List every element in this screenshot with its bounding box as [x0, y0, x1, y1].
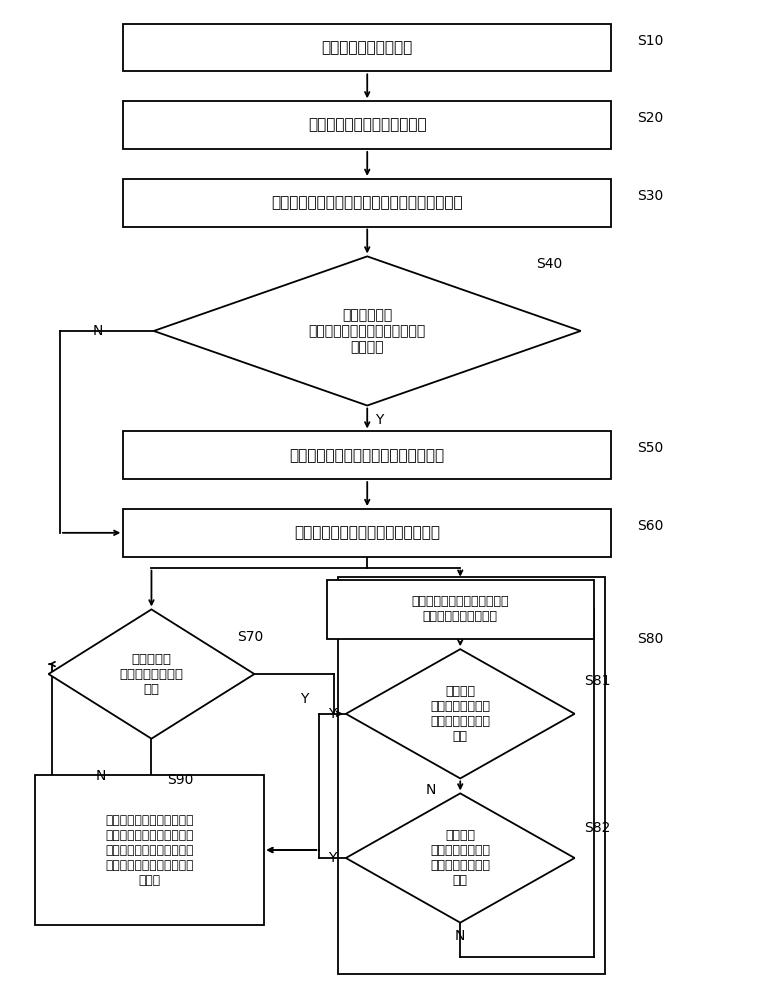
Text: S50: S50 [637, 441, 664, 455]
Text: N: N [455, 929, 465, 943]
Text: N: N [426, 783, 436, 797]
Text: N: N [93, 324, 103, 338]
Text: 判断加载的所述位图文件的尺
寸是否包含于预设尺寸: 判断加载的所述位图文件的尺 寸是否包含于预设尺寸 [412, 595, 509, 623]
Text: 判断加载
的位图文件的高度
值是否大于预设高
度值: 判断加载 的位图文件的高度 值是否大于预设高 度值 [430, 685, 490, 743]
Text: 配置视图绘制控制模块: 配置视图绘制控制模块 [322, 40, 413, 55]
Text: Y: Y [328, 707, 336, 721]
Text: 获取当前安卓系统的应用程序编程接口的版本号: 获取当前安卓系统的应用程序编程接口的版本号 [271, 195, 463, 210]
Polygon shape [346, 793, 574, 923]
Text: 判断加载
的位图文件的宽度
值是否大于预设宽
度值: 判断加载 的位图文件的宽度 值是否大于预设宽 度值 [430, 829, 490, 887]
Text: 设置位图文件的所述预设尺寸: 设置位图文件的所述预设尺寸 [308, 118, 426, 133]
Text: 控制硬件加速临时关闭，且
控制软件渲染开启，直到加
载完所述位图文件后关闭软
件渲染，再控制硬件加速重
新开启: 控制硬件加速临时关闭，且 控制软件渲染开启，直到加 载完所述位图文件后关闭软 件… [105, 814, 194, 887]
Polygon shape [154, 256, 581, 406]
Bar [123, 24, 611, 71]
Polygon shape [346, 649, 574, 778]
Text: N: N [95, 769, 105, 783]
Text: 监听是否存
在加载位图文件的
操作: 监听是否存 在加载位图文件的 操作 [120, 653, 184, 696]
Text: S10: S10 [637, 34, 664, 48]
Bar [35, 775, 263, 925]
Text: Y: Y [375, 413, 383, 427]
Text: S82: S82 [584, 821, 610, 835]
Text: S81: S81 [584, 674, 611, 688]
Text: S90: S90 [167, 773, 193, 787]
Bar [123, 509, 611, 557]
Text: S40: S40 [537, 257, 563, 271]
Bar [327, 580, 594, 639]
Bar [338, 577, 605, 974]
Text: S60: S60 [637, 519, 664, 533]
Text: 判断所述应用
程序编程接口的版本号是否处于
限制区域: 判断所述应用 程序编程接口的版本号是否处于 限制区域 [309, 308, 425, 354]
Text: S30: S30 [637, 189, 664, 203]
Text: S80: S80 [637, 632, 664, 646]
Polygon shape [48, 609, 254, 739]
Text: Y: Y [300, 692, 308, 706]
Text: 在视图绘制中控制硬件加速全局不开启: 在视图绘制中控制硬件加速全局不开启 [290, 448, 445, 463]
Text: S20: S20 [637, 111, 664, 125]
Text: S70: S70 [237, 630, 264, 644]
Bar [123, 179, 611, 227]
Bar [123, 101, 611, 149]
Text: 在视图绘制中控制硬件加速全局开启: 在视图绘制中控制硬件加速全局开启 [294, 525, 440, 540]
Bar [123, 431, 611, 479]
Text: Y: Y [328, 851, 336, 865]
